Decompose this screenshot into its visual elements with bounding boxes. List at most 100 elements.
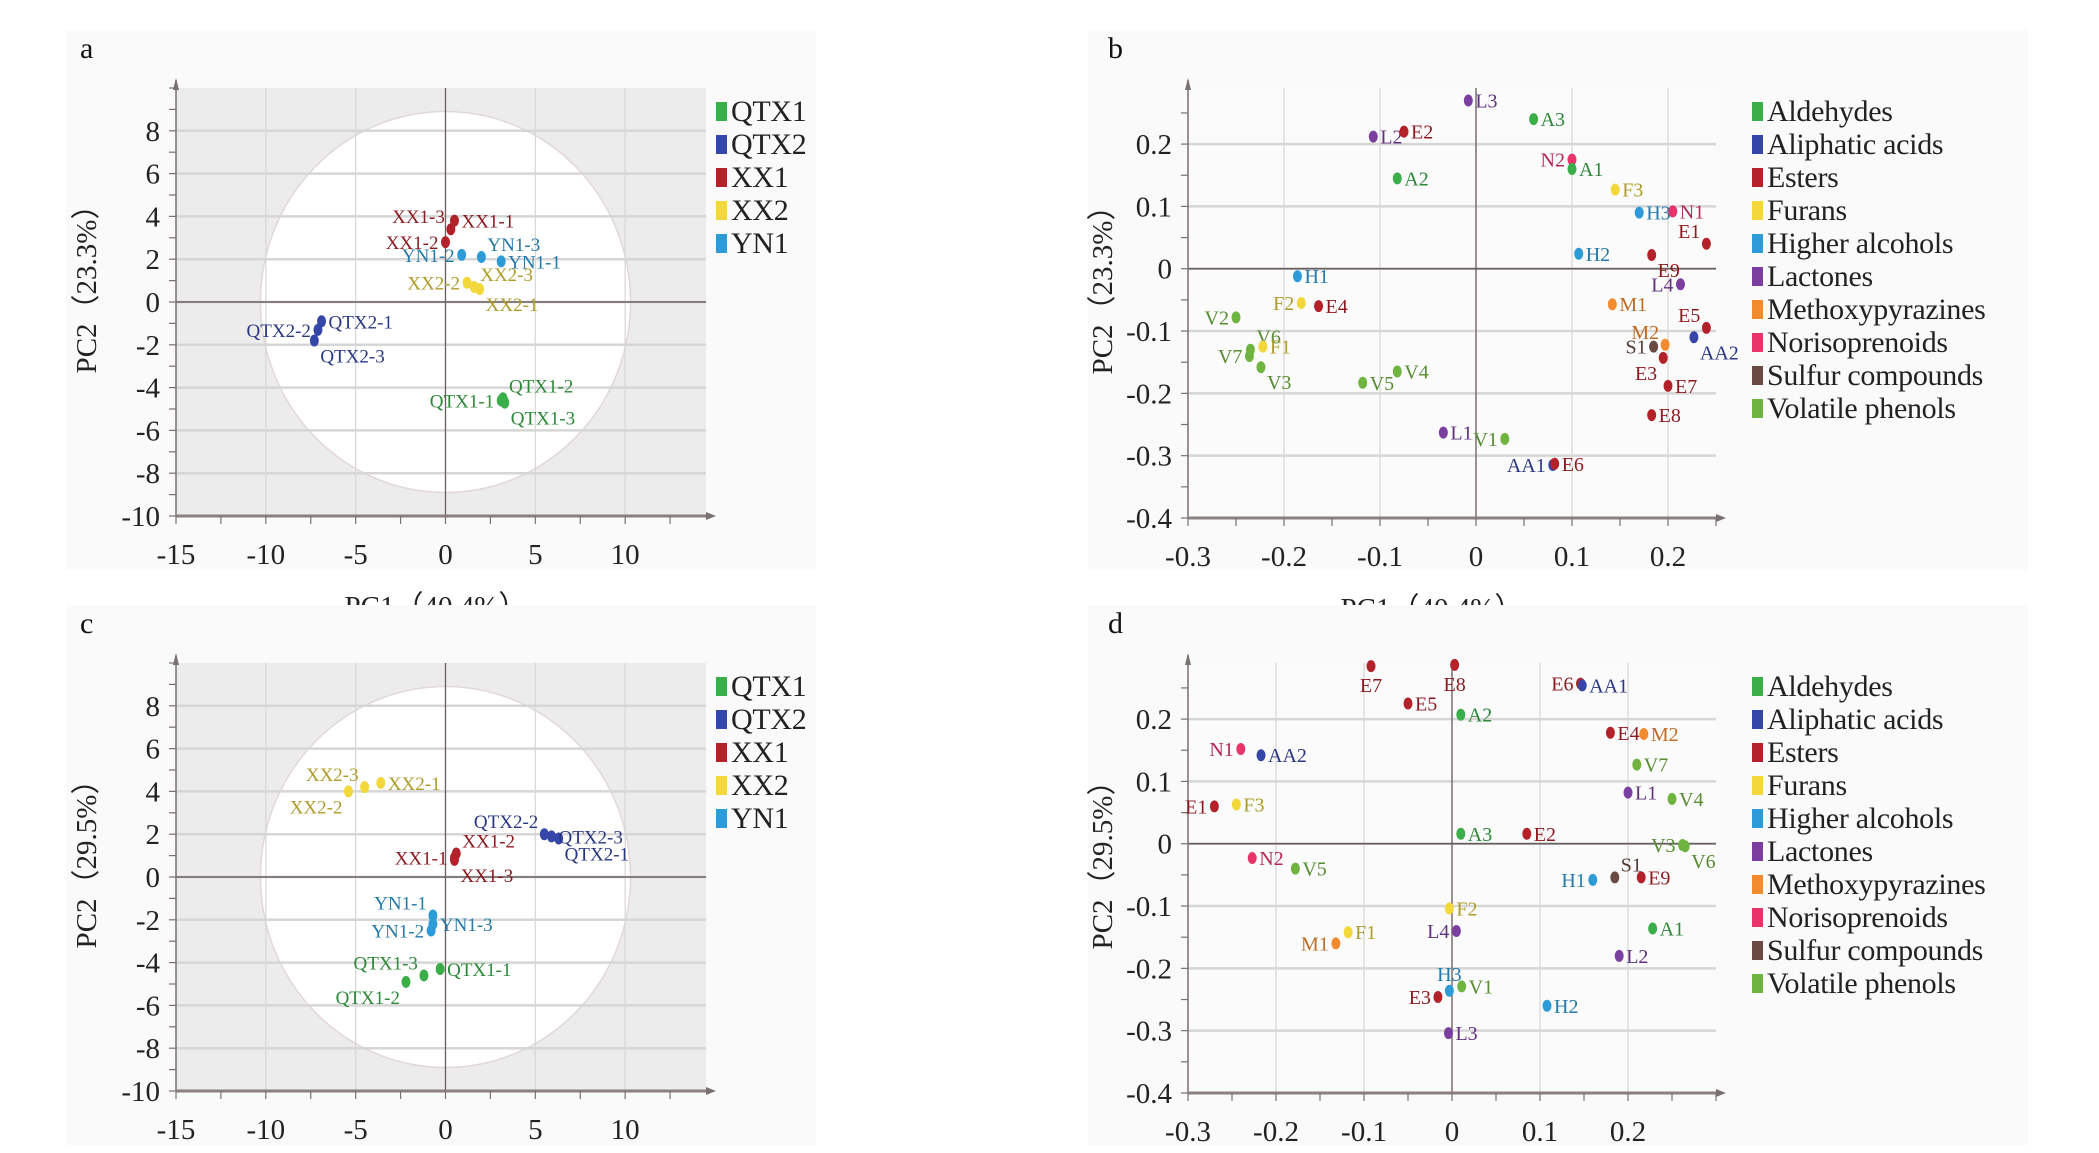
legend-label: Lactones [1767,835,1873,868]
point-label: QTX2-3 [558,827,622,848]
y-tick-label: -8 [136,1033,160,1065]
point-label: XX2-1 [388,774,441,795]
point-label: E3 [1409,987,1431,1009]
data-point-v5 [1290,862,1300,875]
point-label: V5 [1370,373,1394,395]
point-label: V3 [1651,835,1675,857]
data-point-aa1 [1577,679,1587,692]
point-label: YN1-1 [374,894,427,915]
data-point-xx1-3 [449,853,459,866]
data-point-qtx2-1 [554,832,564,845]
panel-b-loadings-plot: b -0.3 -0.2 -0.1 0 0.1 0.2 0.2 0.1 0 -0.1 -0.2 -0.3… [1087,30,2028,625]
data-point-e7 [1366,660,1376,673]
data-point-e2 [1399,125,1409,138]
point-label: V3 [1267,372,1291,394]
point-label: XX2-2 [407,274,460,295]
legend-label: XX1 [731,161,789,194]
data-point-a2 [1456,708,1466,721]
point-label: E7 [1360,675,1382,697]
data-point-yn1-3 [476,251,486,264]
legend-swatch [1752,941,1763,960]
data-point-f1 [1258,340,1268,353]
legend-item-xx2: XX2 [716,194,806,227]
y-tick-label: -0.1 [1126,891,1172,923]
legend-item-volatile-phenols: Volatile phenols [1752,967,1985,1000]
point-label: H1 [1304,266,1328,288]
data-point-h2 [1574,247,1584,260]
point-label: QTX1-1 [447,960,511,981]
y-axis-arrow [173,78,179,90]
data-point-yn1-3 [428,918,438,931]
point-label: V7 [1218,346,1242,368]
data-point-m1 [1607,298,1617,311]
point-label: YN1-3 [487,235,540,256]
data-point-f3 [1231,798,1241,811]
data-point-e8 [1450,658,1460,671]
legend-label: Sulfur compounds [1767,934,1984,967]
x-tick-label: 0.2 [1610,1116,1646,1148]
data-point-e4 [1314,300,1324,313]
y-tick-label: 0 [146,287,161,319]
legend-item-yn1: YN1 [716,802,806,835]
legend-item-norisoprenoids: Norisoprenoids [1752,901,1985,934]
legend-swatch [716,168,727,187]
legend-item-volatile-phenols: Volatile phenols [1752,392,1985,425]
data-point-xx2-1 [376,776,386,789]
data-point-l2 [1368,130,1378,143]
data-point-v4 [1667,792,1677,805]
legend-label: XX2 [731,194,789,227]
x-axis-arrow [706,512,716,520]
point-label: QTX2-1 [565,844,629,865]
data-point-a1 [1648,922,1658,935]
point-label: QTX2-3 [320,347,384,368]
legend-label: Furans [1767,769,1847,802]
point-label: V1 [1473,429,1497,451]
legend-swatch [1752,366,1763,385]
point-label: XX1-3 [460,866,513,887]
panel-label: a [80,32,94,65]
point-label: YN1-2 [371,922,424,943]
legend-swatch [1752,135,1763,154]
point-label: V5 [1302,859,1326,881]
data-point-qtx2-3 [309,334,319,347]
point-label: H1 [1561,870,1585,892]
point-label: E4 [1617,723,1639,745]
point-label: AA1 [1589,675,1628,697]
legend-swatch [716,135,727,154]
legend-item-sulfur-compounds: Sulfur compounds [1752,359,1985,392]
data-point-xx2-2 [343,785,353,798]
point-label: F2 [1456,899,1477,921]
data-point-m1 [1331,937,1341,950]
legend-label: Aliphatic acids [1767,128,1944,161]
x-tick-label: -5 [344,1114,368,1146]
point-label: QTX2-2 [474,812,538,833]
point-label: E4 [1326,296,1348,318]
y-tick-label: 2 [146,819,161,851]
point-label: H3 [1646,203,1670,225]
data-point-e6 [1550,457,1560,470]
legend-swatch [716,710,727,729]
y-tick-label: 0.2 [1136,704,1172,736]
x-tick-label: 0 [1469,541,1484,573]
legend: Aldehydes Aliphatic acids Esters Furans High… [1752,95,1986,425]
legend-swatch [1752,875,1763,894]
point-label: N2 [1541,150,1565,172]
legend-item-lactones: Lactones [1752,260,1985,293]
panel-c-scores-plot: c -15-10-5051086420-2-4-6-8-10PC1（36.2%）… [66,605,816,1146]
x-tick-label: 0.1 [1522,1116,1558,1148]
y-axis-arrow [173,653,179,665]
point-label: M1 [1619,294,1647,316]
x-tick-label: 0 [438,539,453,571]
point-label: S1 [1625,337,1646,359]
legend-item-aldehydes: Aldehydes [1752,95,1985,128]
point-label: E5 [1678,305,1700,327]
point-label: M2 [1651,724,1679,746]
legend-item-methoxypyrazines: Methoxypyrazines [1752,293,1986,326]
y-tick-label: 0.1 [1136,191,1172,223]
data-point-h2 [1542,999,1552,1012]
y-tick-label: -0.2 [1126,953,1172,985]
point-label: L3 [1475,90,1497,112]
point-label: AA1 [1507,455,1546,477]
point-label: N1 [1209,739,1233,761]
legend-item-qtx1: QTX1 [716,95,807,128]
